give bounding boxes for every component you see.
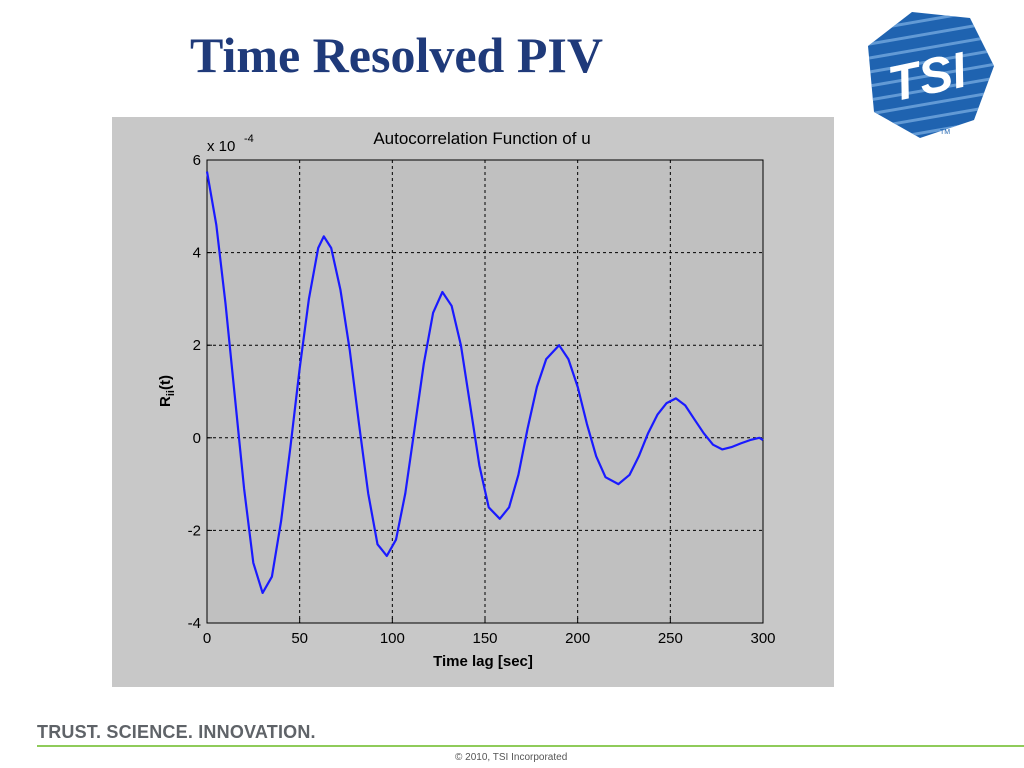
x-tick-label: 250 [658, 630, 683, 647]
tsi-logo: TSI TM [868, 12, 994, 138]
tick-layer: 0 50 100 150 200 250 300 -4 -2 0 2 4 6 [188, 152, 776, 647]
autocorrelation-line [205, 171, 764, 594]
x-axis-label: Time lag [sec] [433, 653, 533, 670]
plot-area [206, 159, 764, 624]
y-tick-label: 0 [193, 430, 201, 447]
y-exponent: -4 [244, 133, 254, 145]
chart-title: Autocorrelation Function of u [373, 129, 590, 148]
x-tick-label: 0 [203, 630, 211, 647]
x-tick-label: 50 [291, 630, 308, 647]
svg-text:Rii(t): Rii(t) [157, 375, 177, 407]
x-tick-label: 200 [565, 630, 590, 647]
y-tick-label: -2 [188, 522, 201, 539]
y-tick-label: 2 [193, 337, 201, 354]
y-exponent-prefix: x 10 [207, 138, 235, 155]
footer-rule [37, 745, 1024, 747]
y-axis-label: Rii(t) [157, 375, 177, 407]
x-tick-label: 100 [380, 630, 405, 647]
footer-tagline: TRUST. SCIENCE. INNOVATION. [37, 722, 316, 742]
y-axis-label-main: R [157, 396, 174, 407]
y-tick-label: -4 [188, 615, 201, 632]
y-axis-label-tail: (t) [157, 375, 174, 390]
chart-svg: 0 50 100 150 200 250 300 -4 -2 0 2 4 6 Autocorrelati… [157, 129, 776, 670]
series-layer [205, 171, 764, 594]
copyright-notice: © 2010, TSI Incorporated [455, 752, 568, 763]
logo-trademark: TM [940, 129, 950, 136]
y-tick-label: 6 [193, 152, 201, 169]
y-axis-label-sub: ii [165, 390, 177, 396]
slide-title: Time Resolved PIV [190, 27, 603, 83]
x-tick-label: 150 [472, 630, 497, 647]
chart-figure: 0 50 100 150 200 250 300 -4 -2 0 2 4 6 Autocorrelati… [112, 117, 834, 687]
y-tick-label: 4 [193, 245, 201, 262]
x-tick-label: 300 [750, 630, 775, 647]
